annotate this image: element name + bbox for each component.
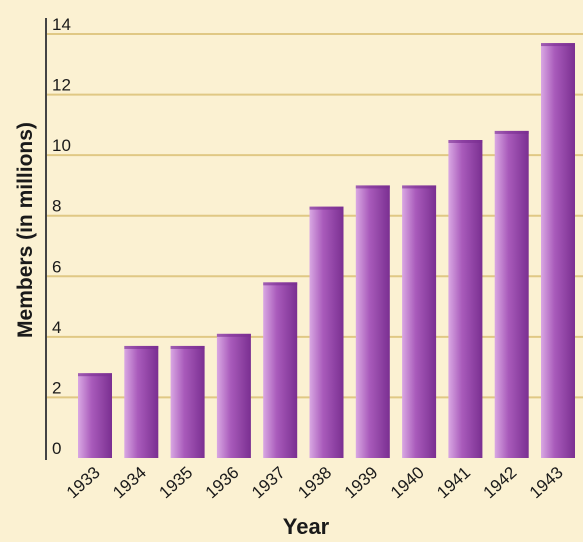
bar-1938 [309,206,344,458]
x-tick-label-1933: 1933 [63,463,104,502]
x-tick-label-1936: 1936 [202,463,243,502]
bar-1936 [216,333,251,458]
bar-cap-1938 [309,206,344,210]
x-tick-label-1941: 1941 [433,463,474,502]
y-tick-label-2: 2 [52,378,61,397]
bar-cap-1939 [355,185,390,189]
bar-1941 [448,140,483,458]
x-tick-label-1935: 1935 [155,463,196,502]
x-tick-label-1939: 1939 [341,463,382,502]
x-tick-label-1943: 1943 [526,463,567,502]
x-tick-label-1940: 1940 [387,463,428,502]
x-tick-labels: 1933 1934 1935 1936 1937 1938 1939 1940 1941 1942… [63,463,567,502]
y-tick-label-0: 0 [52,439,61,458]
x-tick-label-1942: 1942 [480,463,521,502]
bar-1940 [402,185,437,458]
y-tick-label-10: 10 [52,136,71,155]
bar-cap-1941 [448,140,483,143]
bar-1933 [78,373,112,458]
bar-1943 [541,43,575,458]
bar-cap-1933 [78,373,112,377]
bar-cap-1934 [124,345,159,349]
bar-cap-1935 [170,345,205,349]
x-tick-label-1937: 1937 [248,463,289,502]
x-axis-title: Year [283,514,330,539]
bar-1934 [124,345,159,458]
bars [78,43,575,458]
bar-cap-1943 [541,43,575,47]
x-tick-label-1934: 1934 [109,463,150,502]
y-tick-labels: 0 2 4 6 8 10 12 14 [52,15,71,458]
x-tick-label-1938: 1938 [294,463,335,502]
bar-cap-1942 [494,130,529,134]
bar-1935 [170,345,205,458]
y-axis-title: Members (in millions) [14,122,37,338]
y-tick-label-12: 12 [52,76,71,95]
y-tick-label-14: 14 [52,15,71,34]
bar-cap-1936 [216,333,251,337]
y-tick-label-6: 6 [52,257,61,276]
bar-1937 [263,282,298,458]
y-tick-label-8: 8 [52,197,61,216]
bar-cap-1937 [263,282,298,286]
y-tick-label-4: 4 [52,318,61,337]
bar-1939 [355,185,390,458]
bar-cap-1940 [402,185,437,189]
bar-1942 [494,130,529,458]
